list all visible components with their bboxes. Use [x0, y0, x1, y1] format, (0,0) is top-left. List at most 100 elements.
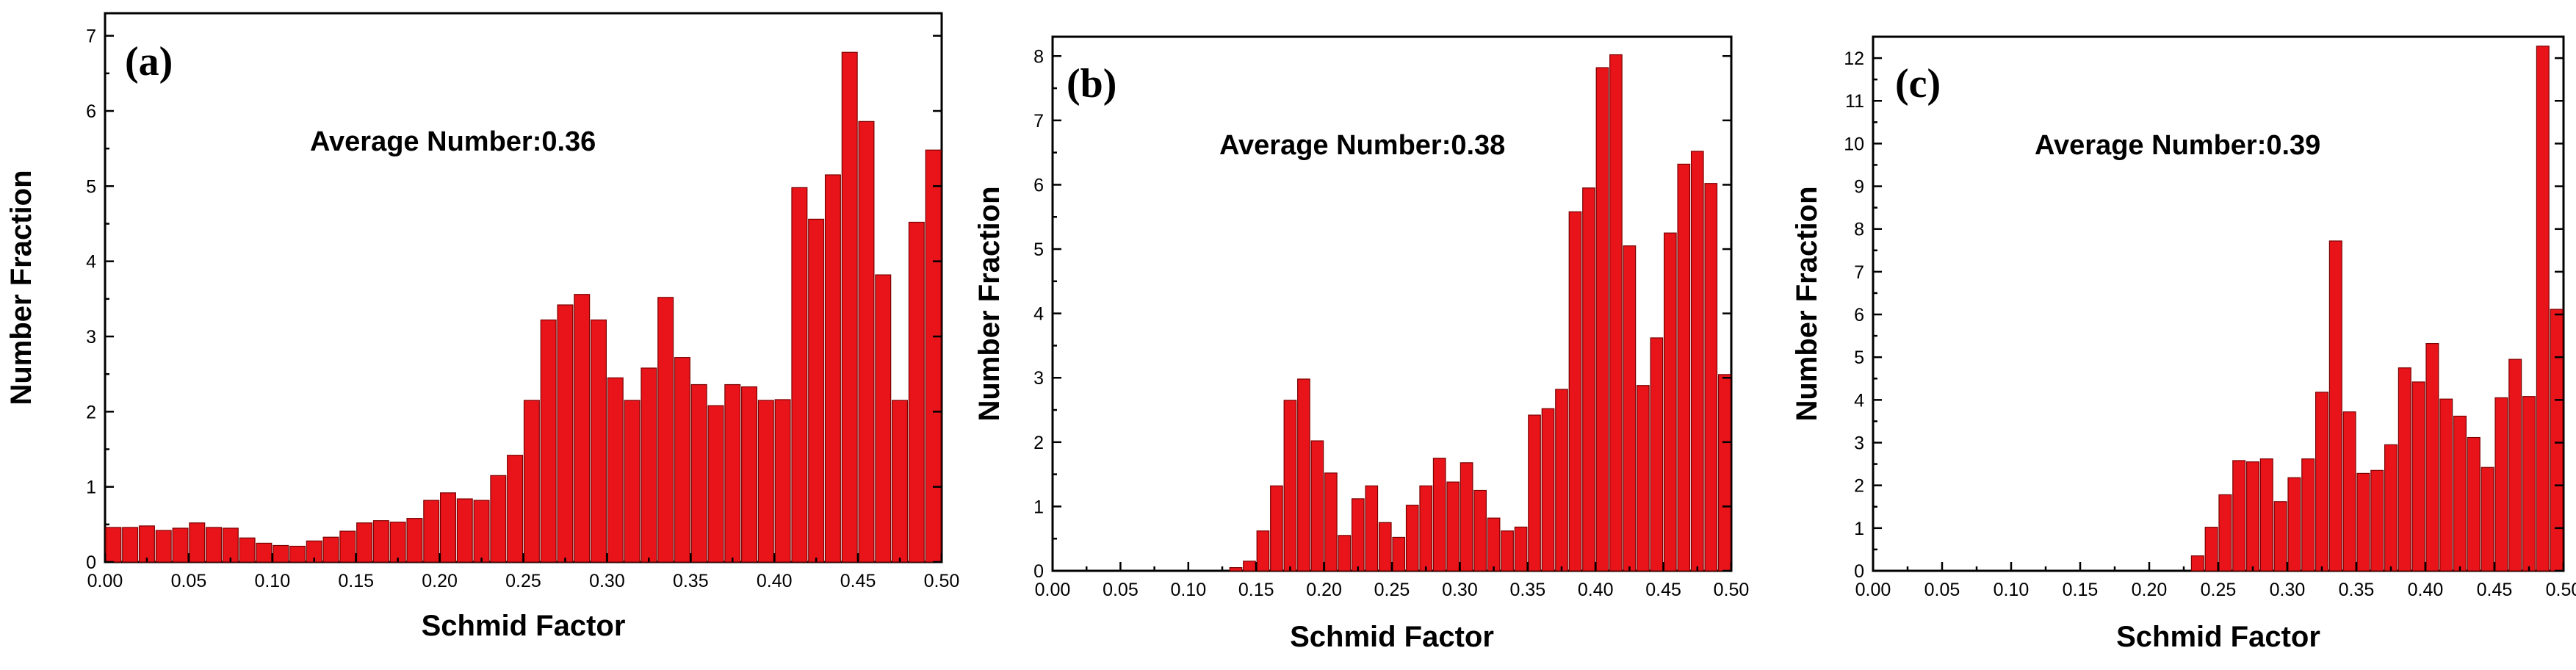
bar [2315, 392, 2329, 572]
x-tick-label: 0.25 [1374, 580, 1410, 600]
bar [2370, 469, 2384, 572]
bar [507, 455, 524, 563]
x-tick-label: 0.50 [2546, 580, 2576, 600]
x-tick-label: 0.15 [1238, 580, 1274, 600]
bar [824, 174, 841, 563]
bar [1664, 232, 1677, 572]
bar [1528, 414, 1541, 572]
bar [741, 386, 758, 563]
bar [439, 492, 456, 563]
bar [2439, 398, 2453, 572]
bar [1405, 505, 1419, 572]
y-axis-title: Number Fraction [973, 186, 1006, 421]
bar [1623, 245, 1637, 572]
bar [2425, 342, 2439, 572]
x-tick-label: 0.30 [589, 571, 625, 591]
bar [908, 221, 925, 563]
x-tick-label: 0.20 [422, 571, 458, 591]
bar [456, 498, 473, 563]
x-tick-label: 0.40 [757, 571, 793, 591]
x-tick-label: 0.00 [1855, 580, 1891, 600]
bar [1637, 385, 1650, 572]
bar [1351, 498, 1365, 572]
x-tick-label: 0.45 [2477, 580, 2513, 600]
bar [222, 527, 239, 563]
y-tick-label: 5 [1033, 239, 1044, 260]
bar [574, 294, 591, 563]
x-tick-label: 0.45 [840, 571, 876, 591]
panel-label: (c) [1895, 61, 1941, 107]
bar [2301, 458, 2315, 572]
bar [256, 542, 273, 563]
x-tick-label: 0.50 [924, 571, 960, 591]
bar [624, 400, 641, 563]
y-tick-label: 7 [1854, 262, 1864, 283]
bar [2356, 472, 2370, 572]
x-axis-title: Schmid Factor [422, 610, 626, 642]
bar [858, 120, 875, 563]
bar [490, 475, 507, 563]
y-tick-label: 4 [1033, 304, 1044, 325]
chart-panel-2: 0.00 0.05 0.10 0.15 0.20 0.25 0.30 0.35 0.40 0.45… [973, 35, 1749, 653]
bar [2259, 458, 2273, 572]
bar [2232, 460, 2246, 572]
bar [1324, 472, 1338, 572]
y-tick-label: 12 [1844, 48, 1864, 69]
y-tick-label: 3 [1033, 368, 1044, 389]
bar [1609, 54, 1623, 572]
bar [2494, 397, 2508, 572]
y-tick-label: 0 [1854, 561, 1864, 582]
bar [1297, 378, 1310, 572]
bar [1310, 440, 1324, 572]
average-annotation: Average Number:0.39 [2035, 130, 2320, 161]
bar [757, 400, 774, 563]
bar [2218, 494, 2232, 572]
bar [2384, 444, 2398, 572]
bar [707, 405, 724, 563]
bar [105, 527, 122, 563]
bar [1419, 485, 1433, 572]
bar [1677, 163, 1691, 572]
bar [892, 400, 909, 563]
bar [1432, 458, 1446, 572]
bar [2481, 467, 2494, 572]
bar [1690, 151, 1704, 572]
y-tick-label: 4 [1854, 390, 1864, 411]
x-tick-label: 0.20 [1306, 580, 1342, 600]
bar [2550, 309, 2564, 572]
bar [791, 187, 808, 563]
y-tick-label: 3 [86, 327, 96, 347]
y-tick-label: 3 [1854, 433, 1864, 454]
x-tick-label: 0.25 [2201, 580, 2237, 600]
bar [406, 518, 423, 563]
bar [2453, 415, 2467, 572]
y-tick-label: 10 [1844, 134, 1864, 154]
y-tick-label: 7 [1033, 111, 1044, 132]
y-tick-label: 1 [1854, 519, 1864, 539]
x-tick-label: 0.35 [2339, 580, 2375, 600]
bar [189, 522, 206, 563]
x-tick-label: 0.15 [2063, 580, 2099, 600]
x-tick-label: 0.10 [254, 571, 290, 591]
bar [1256, 530, 1270, 572]
bar [1595, 67, 1609, 572]
bar [389, 522, 406, 563]
bar [1568, 211, 1582, 572]
bar [1229, 567, 1243, 572]
bar [473, 500, 490, 563]
bar [1446, 481, 1460, 572]
bar [1704, 183, 1718, 572]
x-tick-label: 0.05 [1924, 580, 1960, 600]
x-tick-label: 0.10 [1170, 580, 1206, 600]
bar [2190, 555, 2204, 572]
bar [2204, 527, 2218, 572]
bar [322, 536, 339, 563]
bar [1378, 522, 1392, 572]
x-tick-label: 0.35 [1509, 580, 1545, 600]
bar [841, 51, 858, 563]
bar [1717, 374, 1731, 572]
bar [774, 399, 791, 563]
bar [925, 149, 942, 563]
y-tick-label: 5 [86, 176, 96, 197]
